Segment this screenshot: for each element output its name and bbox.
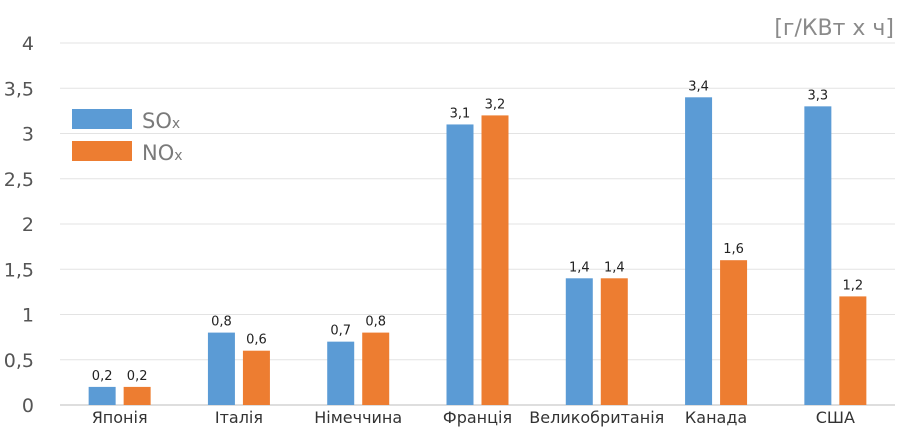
bar-nox [600, 278, 628, 405]
legend-label-sox: SOx [142, 109, 180, 133]
data-label: 0,8 [211, 315, 232, 330]
category-label: Канада [685, 408, 747, 427]
category-label: США [816, 408, 855, 427]
category-label: Франція [443, 408, 512, 427]
bar-sox [685, 97, 713, 406]
data-label: 0,6 [246, 333, 267, 348]
y-tick-label: 1 [22, 305, 34, 327]
y-tick-label: 0 [22, 395, 34, 417]
data-label: 3,3 [808, 88, 829, 103]
data-label: 3,4 [688, 79, 709, 94]
data-label: 0,2 [127, 369, 148, 384]
bar-nox [242, 350, 270, 405]
y-tick-label: 2 [22, 214, 34, 236]
data-label: 3,2 [485, 97, 506, 112]
y-tick-label: 1,5 [4, 259, 34, 281]
y-tick-label: 4 [22, 33, 34, 55]
bar-nox [720, 260, 748, 405]
legend-swatch-nox [72, 141, 132, 161]
y-tick-label: 0,5 [4, 350, 34, 372]
data-label: 0,8 [365, 315, 386, 330]
data-label: 0,2 [92, 369, 113, 384]
category-label: Японія [92, 408, 148, 427]
category-label: Німеччина [314, 408, 402, 427]
bar-sox [327, 341, 355, 405]
data-label: 1,6 [723, 242, 744, 257]
bar-sox [565, 278, 593, 405]
bar-sox [207, 332, 235, 405]
data-label: 1,4 [604, 260, 625, 275]
y-tick-label: 3,5 [4, 78, 34, 100]
bar-sox [804, 106, 832, 405]
data-label: 1,2 [843, 278, 864, 293]
y-tick-label: 3 [22, 124, 34, 146]
bar-nox [839, 296, 867, 405]
category-label: Італія [215, 408, 263, 427]
data-label: 1,4 [569, 260, 590, 275]
data-label: 3,1 [450, 106, 471, 121]
legend-swatch-sox [72, 109, 132, 129]
legend-label-nox: NOx [142, 141, 183, 165]
unit-label: [г/КВт х ч] [774, 16, 894, 41]
y-tick-label: 2,5 [4, 169, 34, 191]
bar-nox [481, 115, 509, 406]
category-label: Великобританія [529, 408, 664, 427]
bar-nox [123, 386, 151, 405]
bar-nox [362, 332, 390, 405]
data-label: 0,7 [330, 324, 351, 339]
bar-sox [88, 386, 116, 405]
bar-sox [446, 124, 474, 405]
